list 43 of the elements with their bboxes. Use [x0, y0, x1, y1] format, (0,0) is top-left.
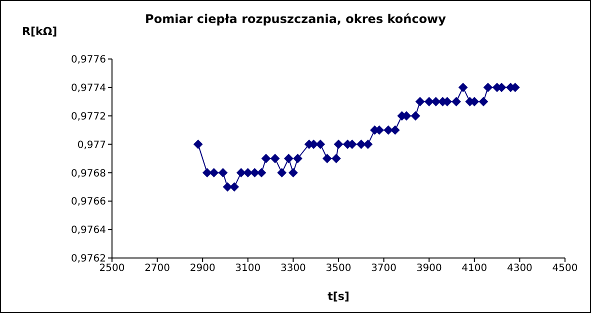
point	[478, 97, 488, 106]
point	[334, 140, 343, 149]
point	[277, 168, 286, 178]
x-tick-label: 3100	[235, 263, 261, 274]
x-tick-label: 4300	[506, 263, 532, 274]
y-tick-label: 0,9766	[71, 196, 106, 208]
y-tick-label: 0,9762	[71, 254, 106, 265]
y-axis-title: R[kΩ]	[22, 25, 58, 38]
x-tick-label: 2500	[99, 263, 125, 274]
point	[293, 154, 302, 163]
point	[332, 154, 341, 163]
point	[250, 168, 260, 178]
point	[483, 82, 492, 92]
y-tick-label: 0,9768	[71, 168, 106, 180]
point	[416, 97, 425, 106]
x-axis-title: t[s]	[326, 290, 350, 303]
x-tick-label: 2700	[144, 263, 170, 274]
y-tick-label: 0,977	[77, 140, 106, 151]
y-tick-label: 0,9776	[71, 54, 106, 66]
point	[390, 126, 400, 135]
point	[458, 82, 468, 92]
point	[384, 126, 393, 135]
point	[230, 182, 239, 192]
point	[322, 154, 332, 163]
y-tick-label: 0,9772	[71, 111, 106, 122]
y-tick-label: 0,9764	[71, 225, 106, 236]
x-tick-label: 3500	[326, 263, 352, 274]
point	[270, 154, 280, 163]
point	[194, 140, 203, 149]
chart-title: Pomiar ciepła rozpuszczania, okres końcowy	[144, 12, 447, 26]
point	[452, 97, 461, 106]
point	[288, 168, 298, 178]
y-tick-label: 0,9774	[71, 82, 106, 94]
x-tick-label: 3900	[416, 263, 442, 274]
x-tick-label: 3300	[280, 263, 306, 274]
x-tick-label: 2900	[190, 263, 216, 274]
x-tick-label: 4100	[462, 263, 488, 274]
point	[411, 111, 420, 120]
x-tick-label: 3700	[371, 263, 397, 274]
x-tick-label: 4500	[552, 263, 578, 274]
point	[218, 168, 228, 178]
point	[262, 154, 271, 163]
point	[284, 154, 294, 163]
